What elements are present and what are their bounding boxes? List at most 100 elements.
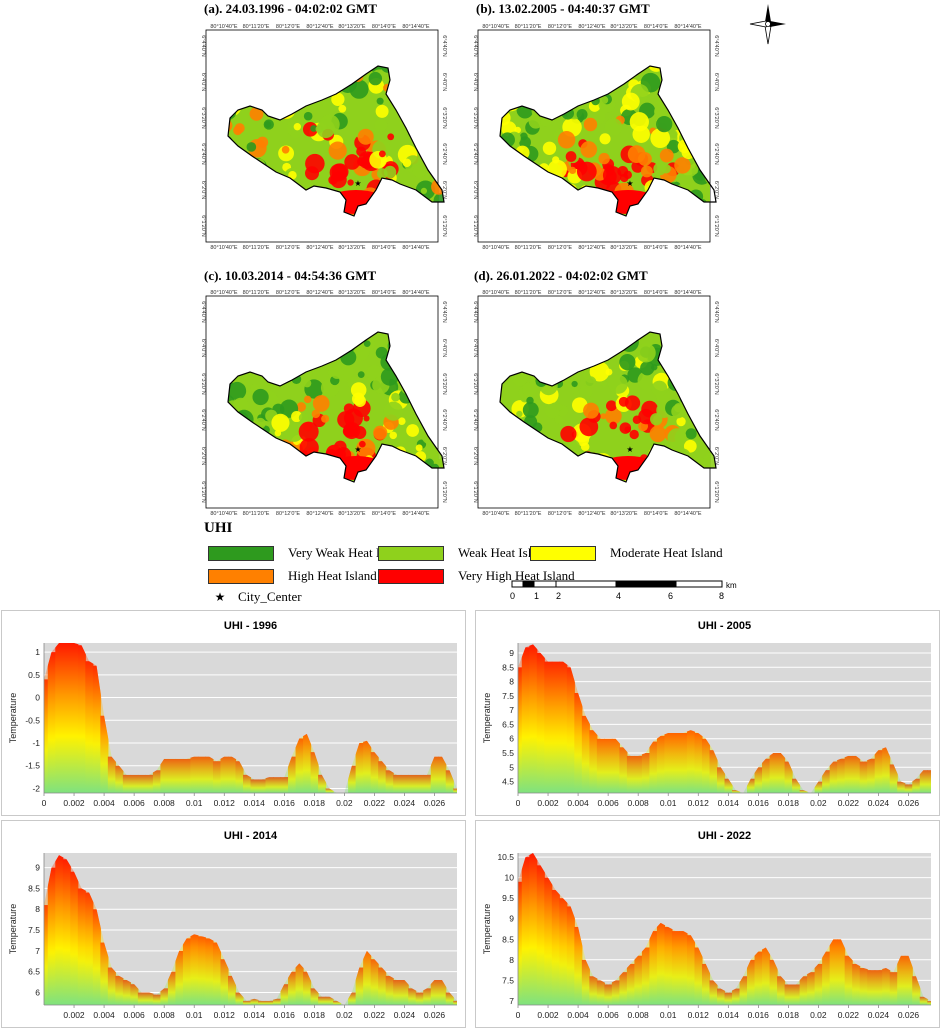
map-coord-right: 6°1'20"N xyxy=(441,215,447,236)
y-tick-label: 8 xyxy=(509,955,514,965)
map-coord-bottom: 80°12'40"E xyxy=(578,511,606,517)
x-tick-label: 0.022 xyxy=(838,1010,860,1020)
north-arrow-icon xyxy=(749,4,786,45)
map-coord-right: 6°2'0"N xyxy=(713,181,719,199)
x-tick-label: 0.016 xyxy=(748,798,770,808)
map-coord-top: 80°12'0"E xyxy=(276,290,300,296)
legend-label-very-weak: Very Weak Heat Island xyxy=(288,545,408,560)
x-tick-label: 0.008 xyxy=(628,1010,650,1020)
x-tick-label: 0.024 xyxy=(394,798,416,808)
x-tick-label: 0 xyxy=(516,1010,521,1020)
map-coord-bottom: 80°11'20"E xyxy=(515,245,542,251)
y-axis-label: Temperature xyxy=(8,693,18,744)
map-coord-bottom: 80°10'40"E xyxy=(210,511,238,517)
map-heat-blob xyxy=(256,136,269,148)
map-heat-blob xyxy=(305,153,325,174)
map-heat-blob xyxy=(375,104,389,118)
map-coord-right: 6°2'40"N xyxy=(441,409,447,430)
x-tick-label: 0.002 xyxy=(63,798,85,808)
scale-bar: 0 1 2 4 6 8 km xyxy=(510,580,737,601)
map-heat-blob xyxy=(632,415,642,425)
map-coord-left: 6°2'0"N xyxy=(200,447,206,465)
map-heat-blob xyxy=(363,340,371,348)
map-heat-blob xyxy=(512,371,528,387)
map-heat-blob xyxy=(583,402,600,419)
scale-tick-1: 1 xyxy=(534,591,539,601)
chart-svg-2014: UHI - 2014 6 6.5 7 7.5 8 8.5 9 0.002 0.004 0.006 0.… xyxy=(8,830,457,1020)
map-coord-top: 80°12'40"E xyxy=(306,24,334,30)
map-coord-left: 6°4'0"N xyxy=(200,339,206,357)
x-tick-label: 0.026 xyxy=(898,1010,920,1020)
map-heat-blob xyxy=(389,431,397,440)
map-coord-bottom: 80°14'0"E xyxy=(372,245,396,251)
map-coord-bottom: 80°13'20"E xyxy=(338,511,366,517)
map-heat-blob xyxy=(397,417,406,426)
map-heat-blob xyxy=(651,380,668,397)
legend-swatch-weak xyxy=(378,545,444,561)
x-tick-label: 0.018 xyxy=(304,798,326,808)
map-title-c: (c). 10.03.2014 - 04:54:36 GMT xyxy=(204,268,377,283)
map-heat-blob xyxy=(328,141,347,160)
map-coord-top: 80°10'40"E xyxy=(482,290,510,296)
map-coord-left: 6°1'20"N xyxy=(200,481,206,502)
map-heat-blob xyxy=(357,128,374,145)
map-coord-top: 80°14'40"E xyxy=(674,290,702,296)
x-tick-label: 0.01 xyxy=(186,1010,203,1020)
x-tick-label: 0.018 xyxy=(304,1010,326,1020)
map-heat-blob xyxy=(338,104,347,113)
map-coord-right: 6°4'0"N xyxy=(441,339,447,357)
map-heat-blob xyxy=(344,154,360,170)
map-heat-blob xyxy=(376,97,384,105)
map-heat-blob xyxy=(685,428,697,440)
x-tick-label: 0.016 xyxy=(748,1010,770,1020)
map-coord-top: 80°11'20"E xyxy=(515,290,542,296)
map-heat-blob xyxy=(316,119,336,139)
legend-label-very-high: Very High Heat Island xyxy=(458,568,575,583)
map-coord-bottom: 80°10'40"E xyxy=(482,245,510,251)
x-tick-label: 0.012 xyxy=(688,1010,710,1020)
map-heat-blob xyxy=(420,187,428,195)
map-coord-left: 6°2'40"N xyxy=(472,409,478,430)
map-heat-blob xyxy=(583,117,598,132)
chart-svg-2005: UHI - 2005 4.5 5 5.5 6 6.5 7 7.5 8 8.5 9 0 0.002 0.00… xyxy=(482,620,931,808)
map-heat-blob xyxy=(233,125,243,136)
x-tick-label: 0.01 xyxy=(660,798,677,808)
map-coord-top: 80°11'20"E xyxy=(243,24,270,30)
map-coord-right: 6°2'40"N xyxy=(713,143,719,164)
map-coord-bottom: 80°14'0"E xyxy=(644,245,668,251)
area-series xyxy=(44,855,457,1005)
chart-svg-1996: UHI - 1996 -2 -1.5 -1 -0.5 0 0.5 1 0 0.002 0.004 0.… xyxy=(8,620,457,808)
map-heat-blob xyxy=(576,161,597,182)
map-coord-top: 80°12'0"E xyxy=(548,290,572,296)
map-heat-blob xyxy=(600,379,608,387)
map-heat-blob xyxy=(600,413,607,420)
map-coord-right: 6°3'20"N xyxy=(441,107,447,128)
map-coord-right: 6°2'0"N xyxy=(441,181,447,199)
map-heat-blob xyxy=(293,123,302,131)
map-heat-blob xyxy=(402,158,412,168)
x-tick-label: 0.006 xyxy=(123,798,145,808)
map-heat-blob xyxy=(565,151,577,162)
y-tick-label: 4.5 xyxy=(502,777,514,787)
map-heat-blob xyxy=(604,118,623,136)
map-coord-right: 6°1'20"N xyxy=(713,215,719,236)
map-heat-blob xyxy=(600,96,609,104)
map-coord-left: 6°4'0"N xyxy=(472,339,478,357)
x-tick-label: 0.022 xyxy=(364,1010,386,1020)
map-heat-blob xyxy=(554,415,563,424)
map-heat-blob xyxy=(412,164,426,178)
map-coord-bottom: 80°14'40"E xyxy=(402,245,430,251)
x-tick-label: 0.022 xyxy=(364,798,386,808)
x-tick-label: 0.018 xyxy=(778,798,800,808)
map-coord-left: 6°4'40"N xyxy=(200,35,206,56)
map-coord-left: 6°3'20"N xyxy=(200,373,206,394)
map-heat-blob xyxy=(653,162,667,176)
y-axis-label: Temperature xyxy=(8,904,18,955)
map-heat-blob xyxy=(638,408,654,425)
map-heat-blob xyxy=(303,379,312,388)
map-coord-top: 80°14'40"E xyxy=(402,290,430,296)
map-heat-blob xyxy=(589,361,610,382)
map-coord-right: 6°1'20"N xyxy=(441,481,447,502)
map-coord-bottom: 80°12'0"E xyxy=(276,511,300,517)
map-coord-right: 6°4'0"N xyxy=(713,73,719,91)
